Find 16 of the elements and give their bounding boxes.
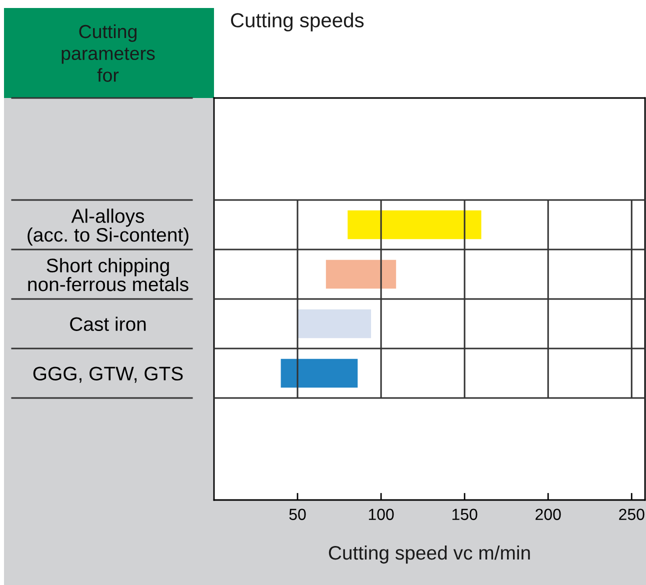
y-tick-label: Al-alloys (acc. to Si-content) [28,208,188,246]
x-tick-label: 250 [619,508,644,520]
chart-title: Cutting speeds [231,12,364,32]
x-tick-label: 200 [536,508,561,520]
x-tick-label: 150 [452,508,478,520]
x-tick-label: 100 [368,508,394,520]
x-tick-label: 50 [289,508,306,520]
text: Cutting parameters for [62,24,155,82]
y-tick-label: Short chipping non-ferrous metals [28,258,188,292]
bar [326,260,396,289]
bar [298,309,372,338]
x-axis-title: Cutting speed vc m/min [328,545,530,564]
bar [280,358,358,388]
y-tick-label: GGG, GTW, GTS [33,366,183,383]
bar [348,210,482,240]
y-tick-label: Cast iron [70,316,146,331]
